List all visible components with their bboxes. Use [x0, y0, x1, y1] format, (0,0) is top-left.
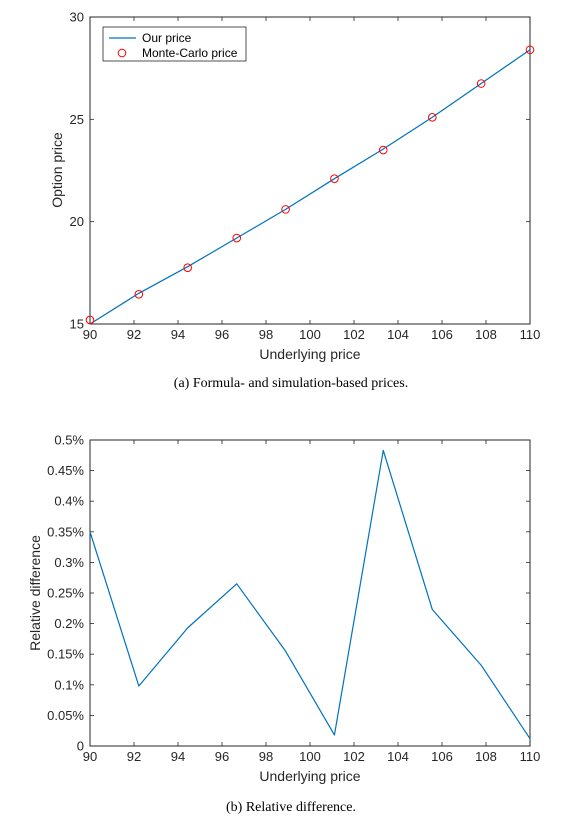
a-y-axis-label: Option price: [49, 132, 65, 208]
a-marker-point: [525, 45, 535, 55]
b-ytick-label: 0.3%: [54, 555, 84, 570]
b-x-axis-label: Underlying price: [259, 768, 360, 784]
a-marker-point: [281, 205, 290, 214]
b-xtick-label: 90: [83, 749, 97, 764]
b-xtick-label: 92: [127, 749, 141, 764]
a-legend-label-0: Our price: [142, 31, 192, 45]
b-xtick-label: 96: [215, 749, 229, 764]
panel-a: 90 92 94 96 98 100 102 104 106 108 110 15 20 25 30 Und…: [49, 10, 540, 392]
a-xtick-label: 90: [83, 327, 97, 342]
b-xtick-label: 100: [299, 749, 321, 764]
b-series-line-0: [89, 449, 531, 739]
b-ytick-label: 0.45%: [47, 463, 84, 478]
panel-b: 90 92 94 96 98 100 102 104 106 108 110 0 0.05% 0.1% 0.…: [27, 433, 540, 816]
b-tick-labels: 90 92 94 96 98 100 102 104 106 108 110 0 0.05% 0.1% 0.…: [47, 433, 540, 765]
a-ytick-label: 25: [70, 112, 84, 127]
a-xtick-label: 110: [520, 327, 541, 342]
b-ytick-label: 0: [77, 739, 84, 754]
b-ytick-label: 0.2%: [54, 616, 84, 631]
a-xtick-label: 100: [299, 327, 321, 342]
b-xtick-label: 106: [431, 749, 453, 764]
a-legend: Our price Monte-Carlo price: [102, 26, 247, 62]
b-ytick-label: 0.5%: [54, 433, 84, 448]
a-tick-labels: 90 92 94 96 98 100 102 104 106 108 110 15 20 25 30: [70, 10, 541, 343]
a-ytick-label: 20: [70, 214, 84, 229]
a-marker-point: [134, 290, 144, 299]
b-xtick-label: 98: [259, 749, 273, 764]
b-xtick-label: 94: [171, 749, 185, 764]
a-xtick-label: 92: [127, 327, 141, 342]
a-xtick-label: 104: [387, 327, 409, 342]
b-ticks: [89, 439, 531, 747]
a-xtick-label: 96: [215, 327, 229, 342]
b-caption: (b) Relative difference.: [226, 800, 356, 815]
b-ytick-label: 0.15%: [47, 647, 84, 662]
a-xtick-label: 94: [171, 327, 185, 342]
a-xtick-label: 106: [431, 327, 453, 342]
a-marker-point: [85, 315, 95, 325]
a-xtick-label: 102: [343, 327, 365, 342]
a-legend-marker-swatch: [117, 48, 127, 58]
a-legend-label-1: Monte-Carlo price: [142, 46, 238, 60]
b-ytick-label: 0.1%: [54, 677, 84, 692]
a-xtick-label: 98: [259, 327, 273, 342]
a-ytick-label: 15: [70, 317, 84, 332]
a-marker-point: [330, 174, 339, 183]
a-marker-point: [428, 112, 437, 122]
a-xtick-label: 108: [475, 327, 497, 342]
a-marker-point: [183, 263, 192, 273]
b-series: [89, 449, 531, 739]
b-ytick-label: 0.4%: [54, 494, 84, 509]
a-series-line-0: [89, 49, 531, 325]
a-marker-point: [378, 145, 388, 155]
b-ytick-label: 0.05%: [47, 708, 84, 723]
a-caption: (a) Formula- and simulation-based prices…: [174, 376, 408, 391]
b-ytick-label: 0.25%: [47, 586, 84, 601]
b-xtick-label: 110: [520, 749, 541, 764]
a-ticks: [89, 16, 531, 325]
plot-area-a: [89, 16, 531, 325]
b-xtick-label: 108: [475, 749, 497, 764]
b-xtick-label: 104: [387, 749, 409, 764]
a-ytick-label: 30: [70, 10, 84, 25]
a-marker-point: [232, 233, 242, 243]
plot-area-b: [89, 439, 531, 747]
a-marker-point: [476, 79, 486, 88]
b-y-axis-label: Relative difference: [27, 535, 43, 651]
b-ytick-label: 0.35%: [47, 524, 84, 539]
a-series: [85, 45, 535, 325]
a-x-axis-label: Underlying price: [259, 346, 360, 362]
b-xtick-label: 102: [343, 749, 365, 764]
a-legend-box: [102, 26, 247, 62]
